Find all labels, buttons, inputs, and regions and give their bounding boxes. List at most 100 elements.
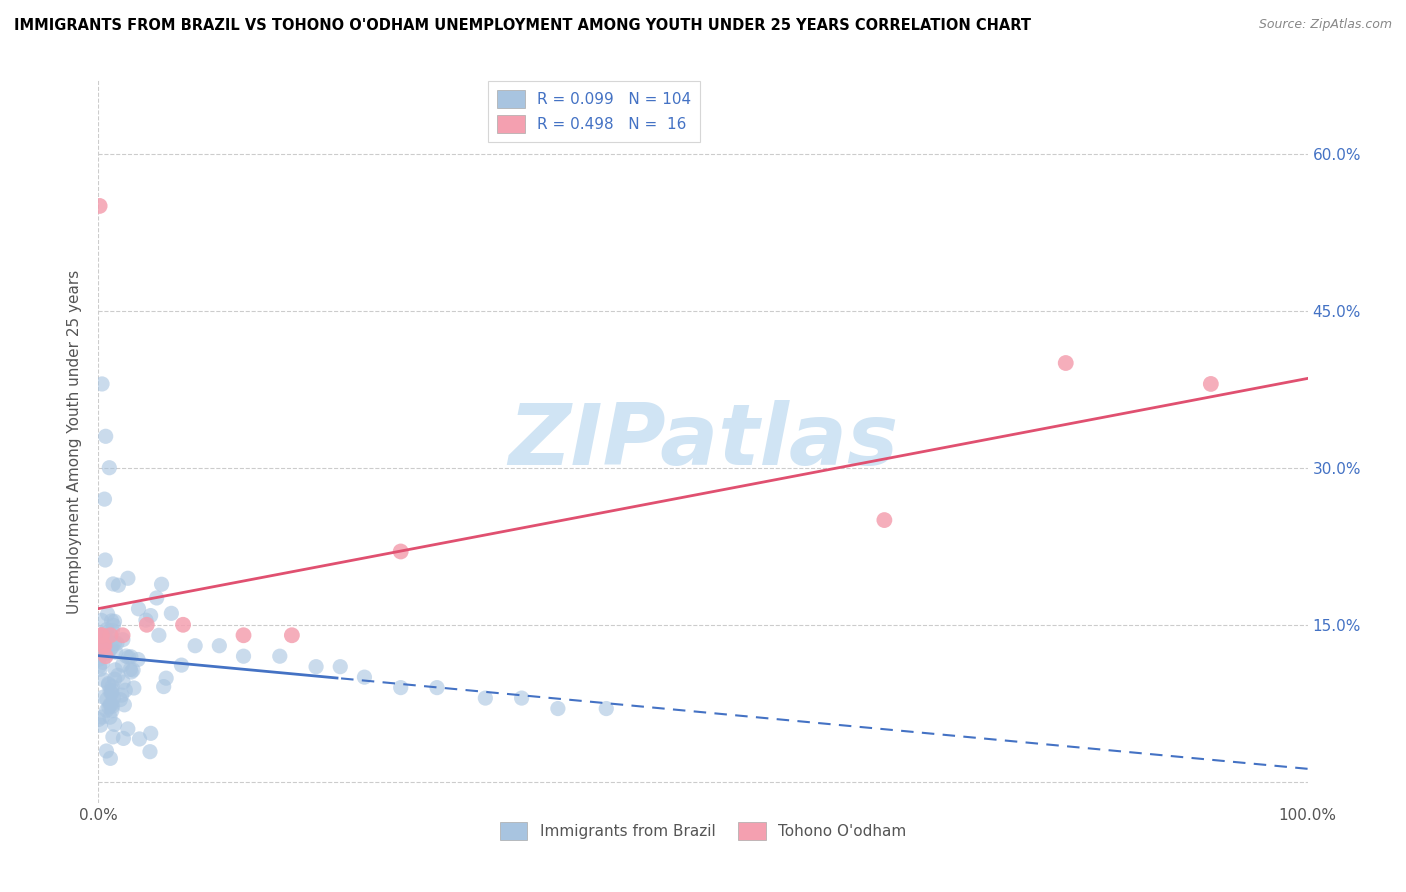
Point [305,659,328,673]
Point [91,639,114,653]
Point [329,659,352,673]
Point [94,553,117,567]
Point [107,578,129,592]
Point [160,607,183,621]
Point [111,688,134,702]
Point [128,602,150,616]
Point [111,658,134,673]
Point [93,626,115,640]
Point [117,571,139,585]
Point [139,726,162,740]
Point [110,692,132,706]
Point [139,608,162,623]
Point [93,639,115,653]
Point [873,513,896,527]
Point [281,628,304,642]
Point [232,649,254,664]
Point [105,636,128,650]
Point [87,713,110,727]
Point [120,649,142,664]
Point [90,628,112,642]
Point [120,665,142,679]
Point [148,628,170,642]
Point [101,730,124,744]
Point [89,718,111,732]
Point [101,684,124,698]
Point [93,690,115,704]
Point [1199,376,1222,391]
Point [103,636,125,650]
Point [90,614,112,628]
Point [107,668,129,682]
Point [90,632,112,647]
Point [103,615,125,629]
Point [97,678,120,692]
Point [93,673,115,687]
Text: IMMIGRANTS FROM BRAZIL VS TOHONO O'ODHAM UNEMPLOYMENT AMONG YOUTH UNDER 25 YEARS: IMMIGRANTS FROM BRAZIL VS TOHONO O'ODHAM… [14,18,1031,33]
Point [98,684,121,698]
Point [94,640,117,655]
Point [208,639,231,653]
Point [389,681,412,695]
Legend: Immigrants from Brazil, Tohono O'odham: Immigrants from Brazil, Tohono O'odham [494,816,912,846]
Point [111,628,134,642]
Point [353,670,375,684]
Point [101,680,124,694]
Point [135,617,157,632]
Point [87,652,110,666]
Point [89,659,111,673]
Point [595,701,617,715]
Point [101,699,124,714]
Point [104,663,127,677]
Point [184,639,207,653]
Point [547,701,569,715]
Point [94,649,117,664]
Point [98,698,121,712]
Point [100,614,122,628]
Point [91,376,114,391]
Point [122,681,145,695]
Point [89,642,111,657]
Point [89,662,111,676]
Point [98,460,121,475]
Point [510,691,533,706]
Point [94,429,117,443]
Point [96,632,118,646]
Point [389,544,412,558]
Point [100,686,122,700]
Point [170,658,193,673]
Point [269,649,291,664]
Point [122,663,145,677]
Point [232,628,254,642]
Y-axis label: Unemployment Among Youth under 25 years: Unemployment Among Youth under 25 years [67,269,83,614]
Point [101,640,124,654]
Point [103,691,125,706]
Point [97,676,120,690]
Point [97,700,120,714]
Point [89,199,111,213]
Point [426,681,449,695]
Point [100,698,122,712]
Point [127,652,149,666]
Point [114,683,136,698]
Point [100,628,122,642]
Point [91,710,114,724]
Point [120,662,142,676]
Point [91,656,114,670]
Point [104,645,127,659]
Point [474,691,496,706]
Point [150,577,173,591]
Point [90,637,112,651]
Point [96,692,118,706]
Point [96,703,118,717]
Point [135,613,157,627]
Point [115,649,138,664]
Point [117,650,139,665]
Point [139,745,162,759]
Point [100,641,122,656]
Point [112,731,135,746]
Point [112,675,135,690]
Point [104,672,127,686]
Point [101,704,124,718]
Point [152,680,174,694]
